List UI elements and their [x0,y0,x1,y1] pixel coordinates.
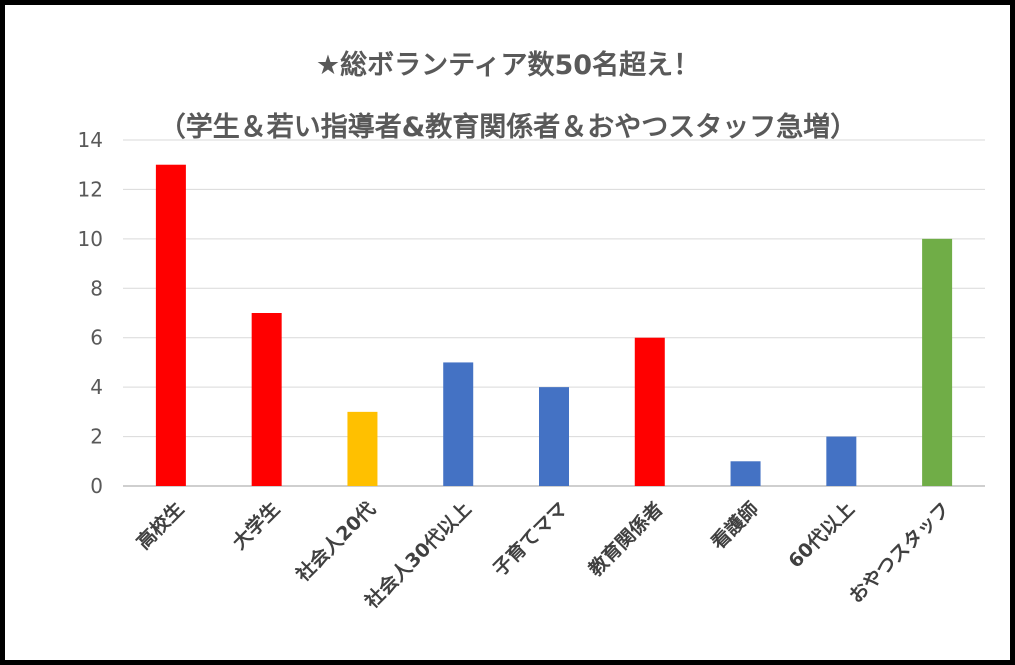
y-tick-label: 10 [78,227,103,251]
y-tick-label: 2 [90,425,103,449]
bar [155,164,186,486]
chart-title: ★総ボランティア数50名超え！ [316,49,700,81]
x-category-label: 教育関係者 [584,497,667,580]
bar [443,362,474,486]
bar [922,238,953,486]
bar [634,337,665,486]
bar [826,436,857,486]
x-category-label: おやつスタッフ [845,498,955,608]
bar [730,461,761,486]
bars [155,164,953,486]
y-axis-ticks: 0 2 4 6 8 10 12 14 [78,128,103,498]
bar [539,387,569,486]
bar [251,313,282,486]
bar [347,411,378,486]
y-tick-label: 6 [90,326,103,350]
x-category-label: 子育てママ [488,497,571,580]
x-category-label: 社会人20代 [291,497,380,586]
y-tick-label: 12 [78,177,103,201]
y-tick-label: 0 [90,474,103,498]
x-category-label: 大学生 [228,497,285,554]
y-tick-label: 4 [90,375,103,399]
chart-subtitle: （学生＆若い指導者&教育関係者＆おやつスタッフ急増） [159,111,858,143]
x-category-label: 60代以上 [784,498,859,573]
y-tick-label: 8 [90,276,103,300]
y-tick-label: 14 [78,128,103,152]
x-category-label: 看護師 [706,497,763,554]
x-category-label: 高校生 [132,497,189,554]
